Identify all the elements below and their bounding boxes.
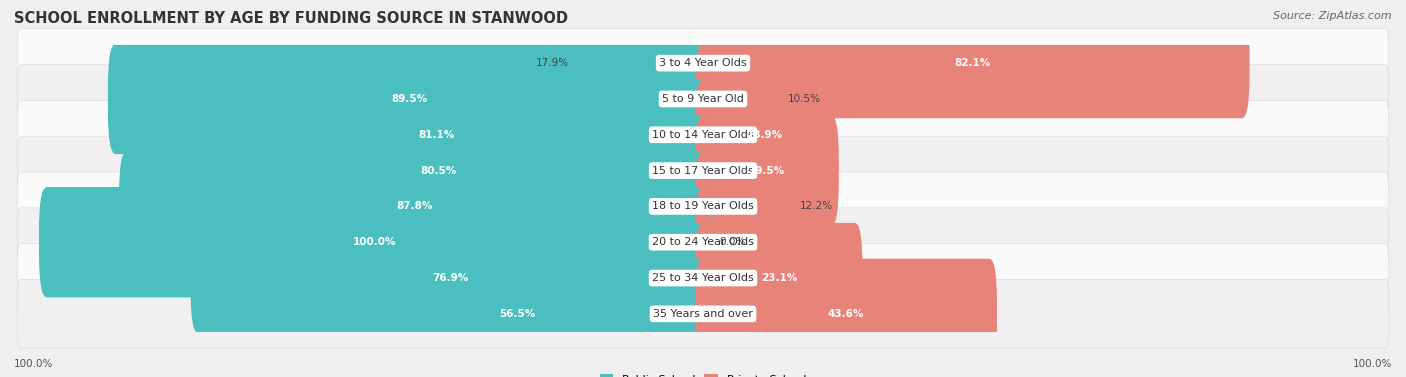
Text: Source: ZipAtlas.com: Source: ZipAtlas.com xyxy=(1274,11,1392,21)
FancyBboxPatch shape xyxy=(578,8,711,118)
Text: 10 to 14 Year Olds: 10 to 14 Year Olds xyxy=(652,130,754,140)
FancyBboxPatch shape xyxy=(17,208,1389,277)
FancyBboxPatch shape xyxy=(695,80,835,190)
FancyBboxPatch shape xyxy=(695,8,1250,118)
Text: 3 to 4 Year Olds: 3 to 4 Year Olds xyxy=(659,58,747,68)
Text: 82.1%: 82.1% xyxy=(955,58,990,68)
Text: 89.5%: 89.5% xyxy=(391,94,427,104)
FancyBboxPatch shape xyxy=(191,223,711,333)
Text: 10.5%: 10.5% xyxy=(789,94,821,104)
FancyBboxPatch shape xyxy=(163,80,711,190)
FancyBboxPatch shape xyxy=(695,223,862,333)
FancyBboxPatch shape xyxy=(108,44,711,154)
Text: 35 Years and over: 35 Years and over xyxy=(652,309,754,319)
Text: 17.9%: 17.9% xyxy=(536,58,569,68)
FancyBboxPatch shape xyxy=(39,187,711,297)
Text: 25 to 34 Year Olds: 25 to 34 Year Olds xyxy=(652,273,754,283)
Text: 100.0%: 100.0% xyxy=(1353,359,1392,369)
Text: 87.8%: 87.8% xyxy=(396,201,433,211)
Text: 81.1%: 81.1% xyxy=(419,130,456,140)
FancyBboxPatch shape xyxy=(695,115,839,226)
FancyBboxPatch shape xyxy=(17,64,1389,133)
FancyBboxPatch shape xyxy=(17,136,1389,205)
Text: 80.5%: 80.5% xyxy=(420,166,457,176)
FancyBboxPatch shape xyxy=(695,259,997,369)
FancyBboxPatch shape xyxy=(17,100,1389,169)
Text: 12.2%: 12.2% xyxy=(800,201,832,211)
Text: 15 to 17 Year Olds: 15 to 17 Year Olds xyxy=(652,166,754,176)
FancyBboxPatch shape xyxy=(17,29,1389,98)
FancyBboxPatch shape xyxy=(325,259,711,369)
FancyBboxPatch shape xyxy=(120,151,711,262)
Text: 5 to 9 Year Old: 5 to 9 Year Old xyxy=(662,94,744,104)
FancyBboxPatch shape xyxy=(695,187,711,297)
FancyBboxPatch shape xyxy=(695,151,792,262)
FancyBboxPatch shape xyxy=(17,244,1389,313)
Text: 100.0%: 100.0% xyxy=(353,237,396,247)
Legend: Public School, Private School: Public School, Private School xyxy=(595,370,811,377)
FancyBboxPatch shape xyxy=(695,44,780,154)
FancyBboxPatch shape xyxy=(17,279,1389,348)
Text: 76.9%: 76.9% xyxy=(433,273,468,283)
Text: 100.0%: 100.0% xyxy=(14,359,53,369)
Text: 18.9%: 18.9% xyxy=(747,130,783,140)
Text: 18 to 19 Year Olds: 18 to 19 Year Olds xyxy=(652,201,754,211)
FancyBboxPatch shape xyxy=(17,172,1389,241)
Text: 20 to 24 Year Olds: 20 to 24 Year Olds xyxy=(652,237,754,247)
Text: SCHOOL ENROLLMENT BY AGE BY FUNDING SOURCE IN STANWOOD: SCHOOL ENROLLMENT BY AGE BY FUNDING SOUR… xyxy=(14,11,568,26)
Text: 56.5%: 56.5% xyxy=(499,309,536,319)
Text: 23.1%: 23.1% xyxy=(761,273,797,283)
Text: 43.6%: 43.6% xyxy=(828,309,865,319)
Text: 0.0%: 0.0% xyxy=(720,237,745,247)
Text: 19.5%: 19.5% xyxy=(749,166,785,176)
FancyBboxPatch shape xyxy=(167,115,711,226)
